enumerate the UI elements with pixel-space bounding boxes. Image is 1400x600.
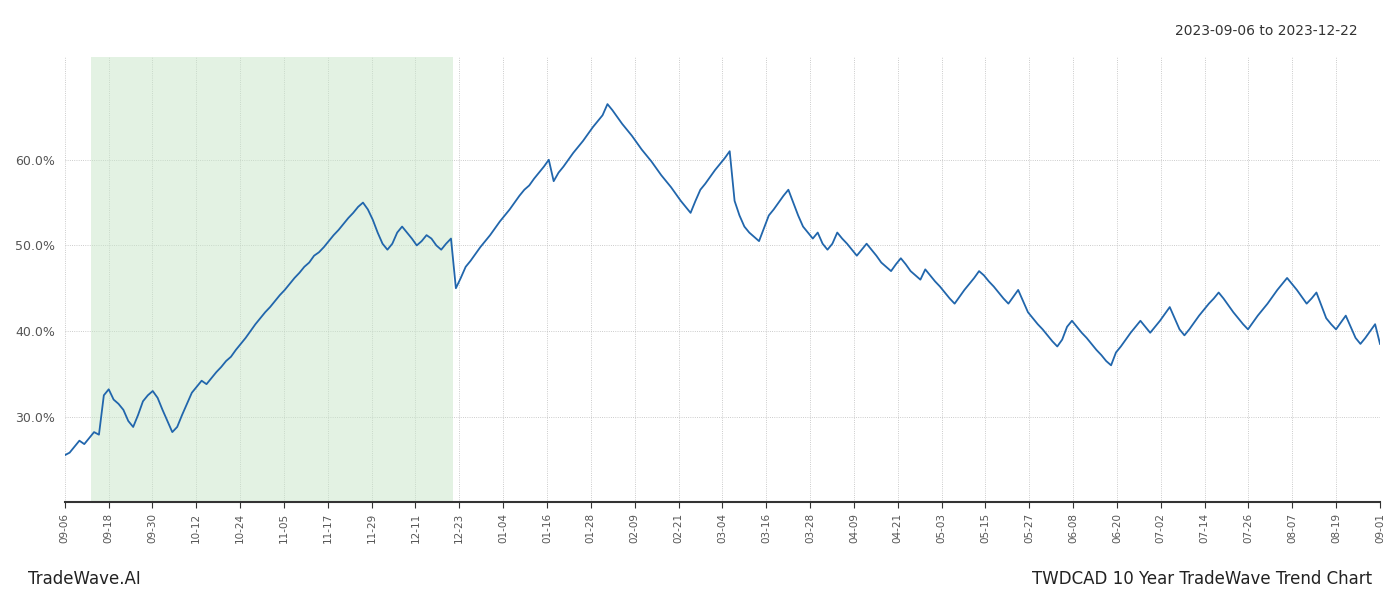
Text: TradeWave.AI: TradeWave.AI xyxy=(28,570,141,588)
Bar xyxy=(91,57,452,502)
Text: TWDCAD 10 Year TradeWave Trend Chart: TWDCAD 10 Year TradeWave Trend Chart xyxy=(1032,570,1372,588)
Text: 2023-09-06 to 2023-12-22: 2023-09-06 to 2023-12-22 xyxy=(1176,24,1358,38)
